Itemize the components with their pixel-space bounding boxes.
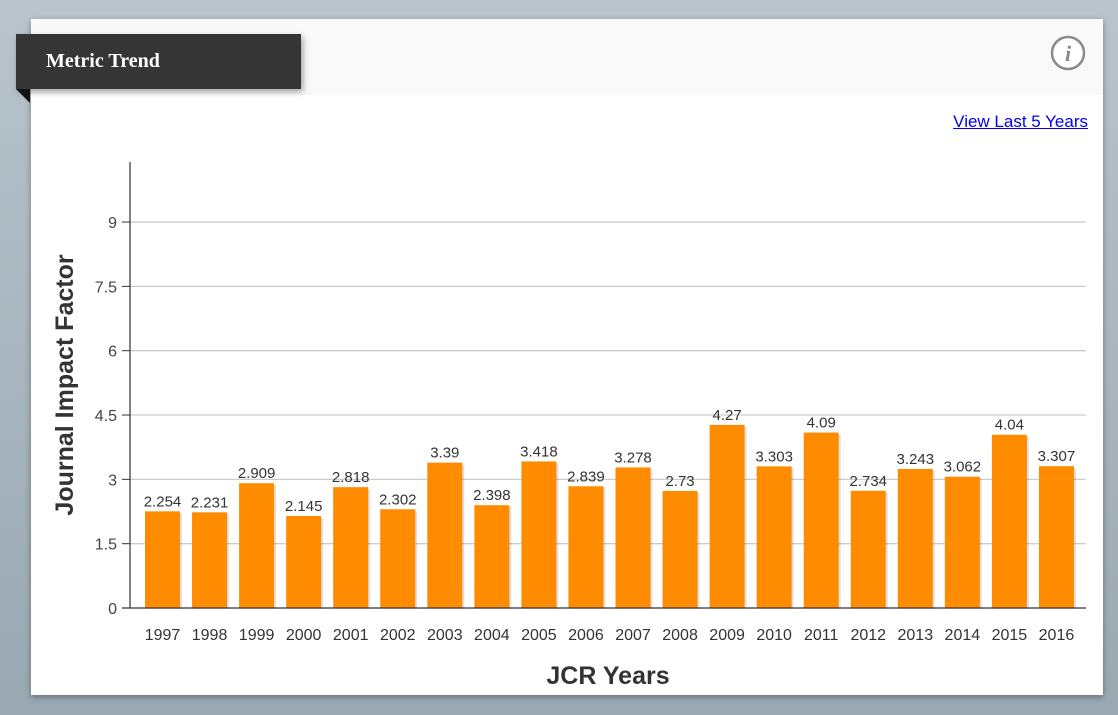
- x-tick-label: 2001: [333, 627, 369, 644]
- bar-value-label: 2.254: [144, 493, 182, 510]
- info-icon[interactable]: i: [1050, 35, 1086, 71]
- bar: [192, 512, 228, 608]
- y-tick-label: 9: [108, 215, 117, 232]
- x-tick-label: 2012: [850, 627, 886, 644]
- bar-value-label: 2.909: [238, 465, 276, 482]
- bar: [333, 487, 369, 608]
- y-tick-label: 1.5: [95, 537, 117, 554]
- bar-value-label: 3.062: [944, 459, 982, 476]
- bar-value-label: 3.418: [520, 443, 558, 460]
- bar: [239, 483, 275, 608]
- bar-value-label: 3.243: [897, 451, 935, 468]
- bar: [662, 490, 698, 608]
- title-tab-fold: [16, 89, 30, 103]
- bar-value-label: 3.307: [1038, 448, 1076, 465]
- x-tick-label: 2004: [474, 627, 510, 644]
- bar-value-label: 3.39: [430, 445, 459, 462]
- x-tick-label: 2011: [804, 627, 839, 644]
- x-tick-label: 2015: [992, 627, 1028, 644]
- y-tick-label: 3: [108, 472, 117, 489]
- x-tick-label: 2016: [1039, 627, 1075, 644]
- bar: [380, 509, 416, 608]
- y-tick-label: 4.5: [95, 408, 117, 425]
- x-tick-label: 2002: [380, 627, 416, 644]
- bar-value-label: 2.231: [191, 494, 229, 511]
- bar: [145, 511, 180, 608]
- y-tick-label: 0: [108, 601, 117, 618]
- bar-value-label: 3.278: [614, 449, 652, 466]
- card-title: Metric Trend: [16, 34, 301, 89]
- x-tick-label: 2009: [709, 627, 745, 644]
- x-tick-label: 2014: [945, 627, 981, 644]
- bar-value-label: 2.73: [665, 473, 694, 490]
- svg-text:i: i: [1065, 41, 1072, 66]
- bars: 2.254 2.231 2.909 2.145 2.818 2.302 3.39 2.398 3…: [144, 407, 1076, 609]
- bar: [944, 476, 980, 608]
- y-tick-label: 6: [108, 344, 117, 361]
- bar-value-label: 4.09: [807, 415, 836, 432]
- x-tick-label: 1997: [145, 627, 181, 644]
- x-tick-label: 1998: [192, 627, 228, 644]
- bar: [521, 461, 557, 608]
- axes: 0 1.5 3 4.5 6 7.5 9 1997 1998 1999 2000 2001 2002 200…: [95, 162, 1086, 644]
- bar: [991, 434, 1027, 608]
- bar: [568, 486, 604, 608]
- bar-value-label: 2.734: [849, 473, 887, 490]
- bar-value-label: 2.145: [285, 498, 323, 515]
- x-tick-label: 2006: [568, 627, 604, 644]
- x-tick-label: 2007: [615, 627, 651, 644]
- y-axis-label: Journal Impact Factor: [51, 254, 79, 515]
- bar-value-label: 4.27: [712, 407, 741, 424]
- bar: [474, 505, 510, 608]
- bar: [427, 462, 463, 608]
- bar-value-label: 2.302: [379, 491, 417, 508]
- x-tick-label: 1999: [239, 627, 275, 644]
- bar-value-label: 3.303: [755, 448, 793, 465]
- view-last-5-years-link[interactable]: View Last 5 Years: [953, 112, 1088, 131]
- x-tick-label: 2003: [427, 627, 463, 644]
- bar-value-label: 4.04: [995, 417, 1024, 434]
- bar: [803, 432, 839, 608]
- x-axis-label: JCR Years: [546, 662, 669, 690]
- y-tick-label: 7.5: [95, 279, 117, 296]
- x-tick-label: 2010: [756, 627, 792, 644]
- x-tick-label: 2005: [521, 627, 557, 644]
- bar: [709, 424, 745, 608]
- bar-value-label: 2.398: [473, 487, 511, 504]
- x-tick-label: 2013: [898, 627, 934, 644]
- bar-value-label: 2.818: [332, 469, 370, 486]
- bar: [615, 467, 651, 608]
- bar: [286, 516, 322, 608]
- bar: [897, 468, 933, 608]
- bar: [850, 490, 886, 608]
- bar-value-label: 2.839: [567, 468, 605, 485]
- bar: [756, 466, 792, 608]
- x-tick-label: 2008: [662, 627, 698, 644]
- bar: [1038, 466, 1074, 608]
- x-tick-label: 2000: [286, 627, 322, 644]
